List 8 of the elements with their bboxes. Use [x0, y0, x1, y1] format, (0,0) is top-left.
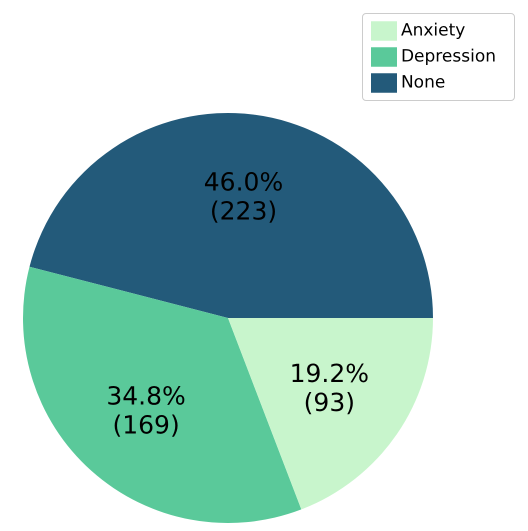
data-label: 34.8% (169)	[106, 380, 186, 439]
legend-label: Depression	[400, 46, 496, 67]
data-label: 46.0% (223)	[204, 166, 284, 225]
data-label: 19.2% (93)	[290, 358, 370, 417]
pie-slice	[228, 318, 433, 510]
legend-label: Anxiety	[400, 20, 466, 41]
pie-slice	[30, 113, 433, 318]
legend-label: None	[400, 72, 446, 93]
